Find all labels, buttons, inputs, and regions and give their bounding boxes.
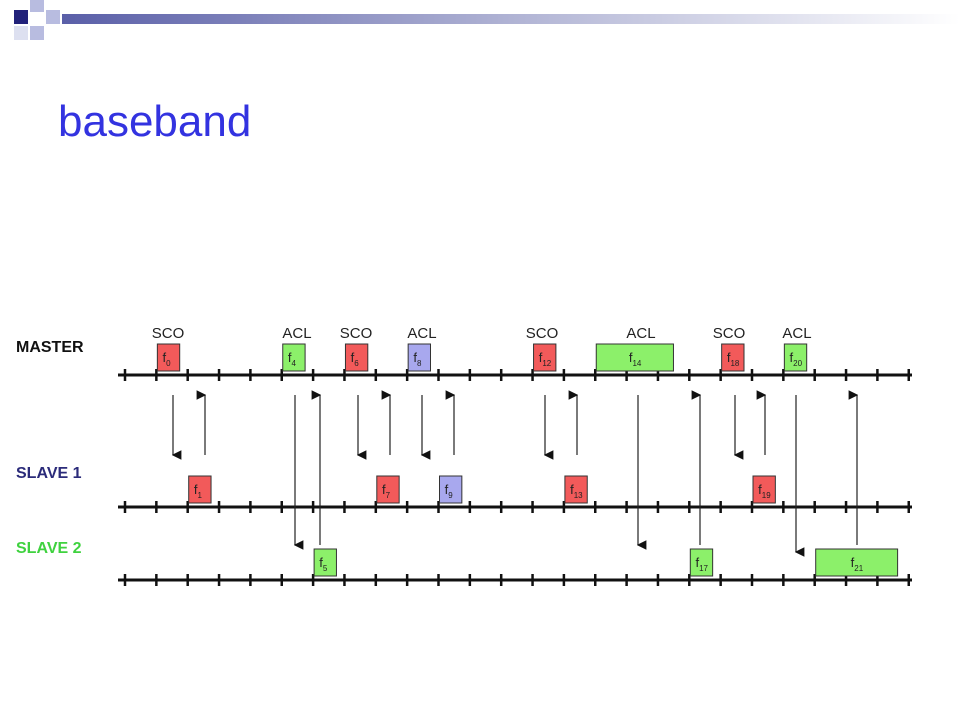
- packet-index: 0: [166, 359, 171, 368]
- packet-index: 14: [632, 359, 641, 368]
- packet: [595, 343, 674, 372]
- packet-label: f12: [539, 350, 552, 368]
- packet-letter: f: [382, 482, 386, 497]
- packet-letter: f: [539, 350, 543, 365]
- packet-label: f17: [695, 555, 708, 573]
- packet-label: f5: [319, 555, 328, 573]
- packet: [376, 475, 400, 504]
- slot-label: SCO: [526, 325, 559, 342]
- slot-label: ACL: [626, 325, 655, 342]
- packet: [156, 343, 181, 372]
- slot-label: SCO: [713, 325, 746, 342]
- packet-letter: f: [758, 482, 762, 497]
- packet-index: 19: [762, 491, 771, 500]
- packet-index: 4: [292, 359, 297, 368]
- packet-label: f20: [790, 350, 803, 368]
- packet: [313, 548, 337, 577]
- packet-label: f9: [445, 482, 454, 500]
- packet-label: f0: [163, 350, 172, 368]
- packet-letter: f: [727, 350, 731, 365]
- packet-letter: f: [445, 482, 449, 497]
- packet-letter: f: [790, 350, 794, 365]
- packet-label: f19: [758, 482, 771, 500]
- packet-index: 8: [417, 359, 422, 368]
- packet-letter: f: [351, 350, 355, 365]
- packet: [752, 475, 776, 504]
- packet: [533, 343, 557, 372]
- packet-label: f7: [382, 482, 391, 500]
- packet-index: 20: [793, 359, 802, 368]
- packet-index: 13: [574, 491, 583, 500]
- title: baseband: [58, 97, 251, 146]
- packet-index: 17: [699, 564, 708, 573]
- packet: [783, 343, 808, 372]
- packet-letter: f: [194, 482, 198, 497]
- packet-label: f13: [570, 482, 583, 500]
- packet-label: f21: [851, 555, 864, 573]
- packet-letter: f: [695, 555, 699, 570]
- slot-label: ACL: [407, 325, 436, 342]
- packet-letter: f: [629, 350, 633, 365]
- packet-label: f6: [351, 350, 360, 368]
- decoration: [0, 0, 960, 40]
- row-label: SLAVE 2: [16, 540, 82, 557]
- row-label: MASTER: [16, 339, 84, 356]
- packet-label: f1: [194, 482, 203, 500]
- packet: [188, 475, 212, 504]
- packet-letter: f: [163, 350, 167, 365]
- row-label: SLAVE 1: [16, 465, 82, 482]
- packet-index: 5: [323, 564, 328, 573]
- slot-label: ACL: [782, 325, 811, 342]
- packet-index: 7: [386, 491, 391, 500]
- packet-letter: f: [851, 555, 855, 570]
- slot-label: SCO: [152, 325, 185, 342]
- slot-label: ACL: [282, 325, 311, 342]
- packet-index: 1: [198, 491, 203, 500]
- packet: [282, 343, 306, 372]
- packet: [564, 475, 588, 504]
- packet: [815, 548, 899, 577]
- packet-label: f18: [727, 350, 740, 368]
- packet-letter: f: [319, 555, 323, 570]
- packet: [344, 343, 369, 372]
- packet-letter: f: [288, 350, 292, 365]
- packet-index: 9: [448, 491, 453, 500]
- packet-letter: f: [413, 350, 417, 365]
- packet-label: f8: [413, 350, 422, 368]
- packet-index: 12: [542, 359, 551, 368]
- packet-index: 6: [354, 359, 359, 368]
- packet-index: 18: [730, 359, 739, 368]
- packet-letter: f: [570, 482, 574, 497]
- packet: [689, 548, 714, 577]
- packet-label: f14: [629, 350, 642, 368]
- packet: [439, 475, 463, 504]
- slot-label: SCO: [340, 325, 373, 342]
- packet-label: f4: [288, 350, 297, 368]
- packet: [407, 343, 431, 372]
- packet: [721, 343, 745, 372]
- packet-index: 21: [854, 564, 863, 573]
